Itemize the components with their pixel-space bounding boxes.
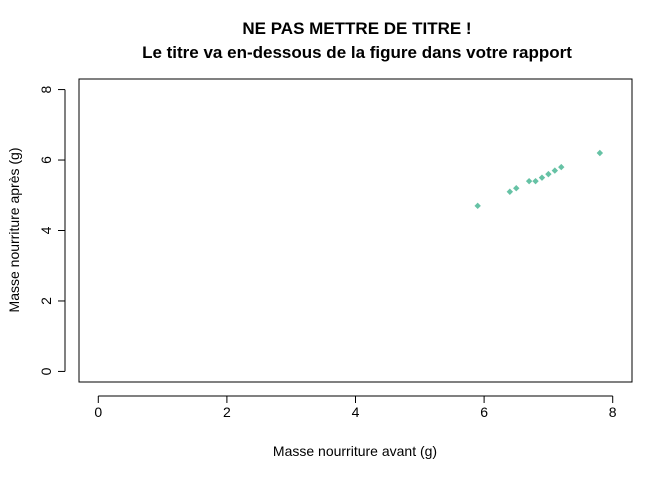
x-axis: 0 2 4 6 8 (94, 395, 617, 420)
y-tick-label: 0 (38, 367, 54, 375)
scatter-point (551, 167, 559, 174)
chart-title-line-2: Le titre va en-dessous de la figure dans… (142, 43, 572, 62)
x-axis-label: Masse nourriture avant (g) (273, 443, 437, 459)
x-tick-label: 0 (94, 404, 102, 420)
scatter-point (532, 177, 539, 185)
y-tick-label: 4 (38, 226, 54, 234)
chart-title-line-1: NE PAS METTRE DE TITRE ! (242, 19, 471, 38)
scatter-point (545, 170, 552, 178)
scatter-point (558, 163, 565, 171)
scatter-point (596, 149, 604, 157)
scatter-point (506, 188, 514, 195)
scatter-point (525, 177, 533, 185)
plot-frame (78, 78, 633, 383)
y-axis: 0 2 4 6 8 (38, 85, 66, 375)
x-tick-label: 6 (480, 404, 488, 420)
scatter-point (474, 202, 481, 210)
y-tick-label: 6 (38, 156, 54, 164)
x-tick-label: 8 (609, 404, 617, 420)
x-tick-label: 4 (352, 404, 360, 420)
scatter-point (513, 185, 520, 192)
y-axis-label: Masse nourriture après (g) (6, 148, 22, 313)
x-tick-label: 2 (223, 404, 231, 420)
data-points (474, 149, 604, 210)
scatter-point (538, 174, 546, 181)
y-tick-label: 8 (38, 85, 54, 93)
y-tick-label: 2 (38, 297, 54, 305)
